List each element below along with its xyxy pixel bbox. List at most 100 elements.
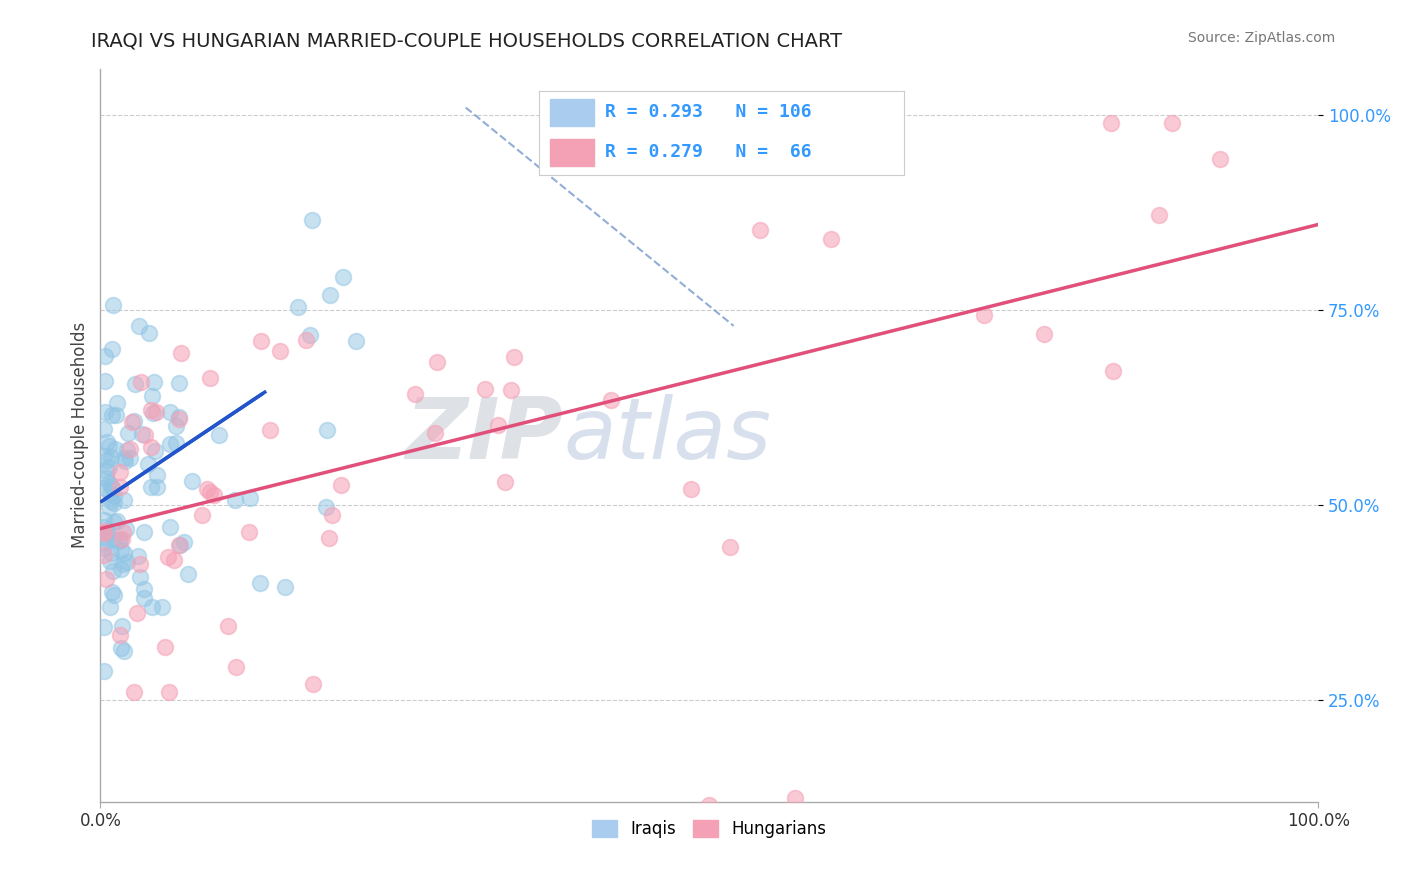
Point [110,641,132,656]
Point [142,376,165,390]
Point [94,405,117,419]
Point [111,525,134,540]
Point [93,530,115,544]
Point [93,535,115,549]
Point [129,570,152,584]
Point [250,334,273,348]
Point [103,496,125,510]
Point [110,562,132,576]
Point [101,408,124,422]
Point [287,300,309,314]
Point [108,465,131,479]
Point [249,575,271,590]
Point [96,572,118,586]
Point [973,308,995,322]
Point [141,600,163,615]
Point [93,450,115,464]
Point [486,418,509,433]
Point [820,232,842,246]
Point [98,460,121,475]
Text: IRAQI VS HUNGARIAN MARRIED-COUPLE HOUSEHOLDS CORRELATION CHART: IRAQI VS HUNGARIAN MARRIED-COUPLE HOUSEH… [91,31,842,50]
Point [169,538,191,552]
Point [269,343,291,358]
Point [167,409,190,424]
Point [111,558,134,572]
Point [165,418,187,433]
Point [100,494,122,508]
Point [132,591,155,605]
Point [344,334,367,349]
Point [93,620,115,634]
Point [93,374,115,388]
Point [697,798,720,813]
Point [142,406,165,420]
Point [108,533,131,547]
Point [98,599,121,614]
Point [93,481,115,495]
Point [100,545,122,559]
Point [93,422,115,436]
Point [159,520,181,534]
Point [1147,208,1170,222]
Point [143,444,166,458]
Point [105,514,128,528]
Point [124,377,146,392]
Point [131,427,153,442]
Point [502,350,524,364]
Point [200,371,222,385]
Point [146,480,169,494]
Point [239,491,262,505]
Point [101,533,124,547]
Point [114,453,136,467]
Point [426,355,449,369]
Point [718,540,741,554]
Point [111,532,134,546]
Point [104,442,127,457]
Point [153,640,176,655]
Point [117,425,139,440]
Point [93,524,115,538]
Point [318,532,340,546]
Point [329,478,352,492]
Point [494,475,516,489]
Point [600,392,623,407]
Point [146,467,169,482]
Point [197,482,219,496]
Y-axis label: Married-couple Households: Married-couple Households [72,322,89,549]
Point [167,376,190,391]
Point [96,471,118,485]
Point [122,414,145,428]
Point [97,475,120,490]
Point [180,474,202,488]
Point [225,660,247,674]
Point [103,588,125,602]
Point [115,555,138,569]
Point [98,485,121,500]
Point [177,566,200,581]
Point [112,492,135,507]
Point [157,549,180,564]
Point [97,439,120,453]
Point [94,524,117,539]
Point [107,534,129,549]
Point [315,500,337,514]
Point [93,541,115,555]
Point [294,333,316,347]
Point [141,389,163,403]
Text: Source: ZipAtlas.com: Source: ZipAtlas.com [1188,31,1336,45]
Point [94,349,117,363]
Point [110,543,132,558]
Point [474,382,496,396]
Point [404,386,426,401]
Point [104,408,127,422]
Point [259,423,281,437]
Point [96,464,118,478]
Point [128,318,150,333]
Point [112,450,135,465]
Point [198,485,221,500]
Point [157,685,180,699]
Point [129,558,152,572]
Point [224,493,246,508]
Point [165,436,187,450]
Point [170,346,193,360]
